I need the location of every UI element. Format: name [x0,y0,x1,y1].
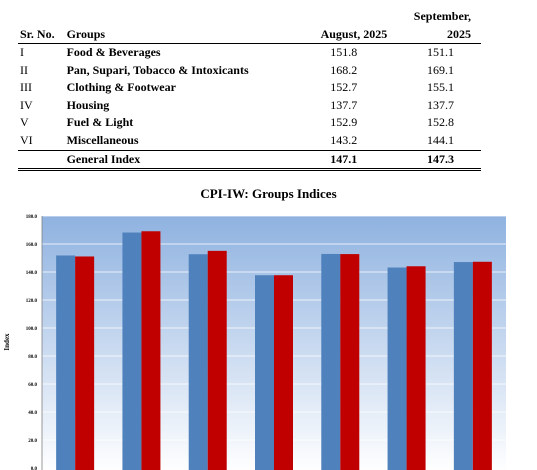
table-row: II Pan, Supari, Tobacco & Intoxicants 16… [18,62,481,80]
bar-august [321,253,341,470]
row-sr: I [20,45,24,60]
y-tick-label: 120.0 [26,299,38,304]
bar-september [141,231,161,470]
table-total-row: General Index 147.1 147.3 [18,149,481,172]
y-tick-label: 180.0 [26,215,38,220]
row-group: Housing [66,97,110,112]
table-row: V Fuel & Light 152.9 152.8 [18,114,481,132]
total-sep-value: 147.3 [387,149,481,172]
bar-september [406,266,426,470]
chart-title: CPI-IW: Groups Indices [200,186,337,201]
row-aug-value: 151.8 [330,45,358,60]
y-tick-label: 0.0 [31,467,38,470]
bar-september [207,250,227,470]
row-sep-value: 151.1 [427,45,454,60]
row-sep-value: 169.1 [427,62,454,77]
bar-august [122,232,142,470]
table-row: III Clothing & Footwear 152.7 155.1 [18,79,481,97]
bar-september [75,256,95,470]
bar-august [188,254,208,470]
row-aug-value: 137.7 [330,97,358,112]
cpi-groups-table: Sr. No. Groups August, 2025 September, 2… [18,8,481,172]
row-group: Fuel & Light [66,115,134,130]
bar-september [472,261,492,470]
bar-august [255,275,274,470]
y-tick-label: 40.0 [28,411,37,416]
row-sep-value: 155.1 [427,80,454,95]
total-aug-value: 147.1 [289,149,388,172]
table-header-row: Sr. No. Groups August, 2025 September, 2… [18,8,481,44]
row-aug-value: 152.7 [330,80,358,95]
row-sr: IV [20,97,33,112]
row-group: Clothing & Footwear [66,80,176,95]
y-tick-label: 100.0 [26,327,38,332]
y-tick-label: 160.0 [26,243,38,248]
bars [56,231,492,470]
table-row: I Food & Beverages 151.8 151.1 [18,44,481,62]
bar-august [453,262,473,470]
row-sep-value: 152.8 [427,115,454,130]
row-sr: V [20,115,29,130]
row-aug-value: 168.2 [330,62,358,77]
y-tick-label: 60.0 [28,383,37,388]
header-august: August, 2025 [289,8,388,44]
row-group: Food & Beverages [66,45,161,60]
row-sep-value: 137.7 [427,97,454,112]
row-sep-value: 144.1 [427,133,454,148]
row-aug-value: 152.9 [330,115,358,130]
table-row: VI Miscellaneous 143.2 144.1 [18,132,481,150]
row-sr: III [20,80,32,95]
total-sr-empty [18,149,67,172]
header-groups: Groups [66,8,290,44]
y-tick-label: 80.0 [28,355,37,360]
total-label: General Index [66,149,290,172]
y-tick-label: 20.0 [28,439,37,444]
bar-september [340,254,360,470]
header-sr-no: Sr. No. [18,8,67,44]
header-september: September, 2025 [387,8,481,44]
y-axis-label: Index [3,333,11,351]
bar-august [56,255,76,470]
row-aug-value: 143.2 [330,133,358,148]
row-sr: II [20,62,28,77]
row-group: Pan, Supari, Tobacco & Intoxicants [66,62,249,77]
y-tick-label: 140.0 [26,271,38,276]
y-tick-labels: 0.0 20.0 40.0 60.0 80.0 100.0 120.0 140.0 160.0 1… [26,215,38,470]
bar-august [387,267,407,470]
row-sr: VI [20,133,33,148]
row-group: Miscellaneous [66,133,139,148]
bar-september [274,275,293,470]
table-row: IV Housing 137.7 137.7 [18,97,481,115]
